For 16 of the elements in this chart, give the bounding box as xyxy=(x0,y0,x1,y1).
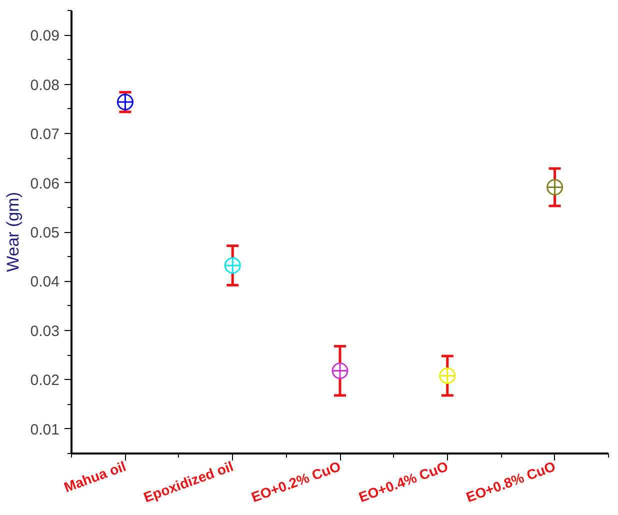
point xyxy=(439,367,456,384)
y-tick-label: 0.01 xyxy=(30,421,60,438)
x-tick-label: Mahua oil xyxy=(62,458,128,496)
y-tick-label: 0.07 xyxy=(30,126,60,144)
y-tick-label: 0.02 xyxy=(30,372,60,390)
y-tick-label: 0.03 xyxy=(30,322,60,340)
y-tick-label: 0.06 xyxy=(30,175,60,192)
y-axis-title: Wear (gm) xyxy=(3,192,22,272)
point xyxy=(116,94,134,110)
point xyxy=(224,257,241,274)
y-tick-label: 0.08 xyxy=(30,76,60,94)
y-tick-label: 0.05 xyxy=(30,224,60,242)
y-tick-label: 0.09 xyxy=(30,28,60,45)
point xyxy=(332,362,348,380)
y-tick-label: 0.04 xyxy=(30,274,60,291)
point xyxy=(546,178,564,196)
